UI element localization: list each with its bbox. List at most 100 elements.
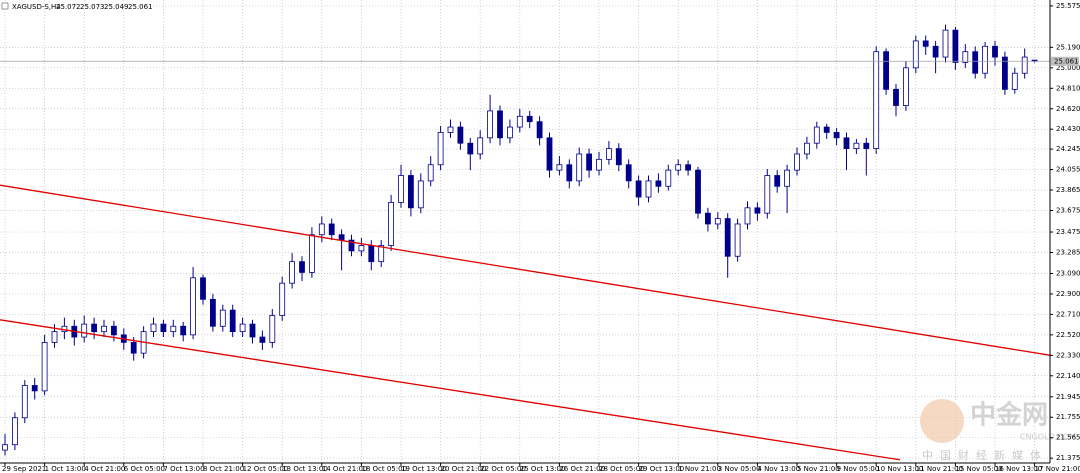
x-tick-label: 7 Oct 13:00: [163, 465, 204, 473]
candle-body: [893, 88, 899, 106]
candle-body: [447, 126, 454, 133]
candle-body: [190, 277, 197, 336]
x-tick-label: 11 Nov 21:00: [916, 465, 963, 473]
candle-body: [784, 169, 790, 187]
candle-body: [566, 164, 573, 182]
candle-body: [853, 142, 860, 149]
x-tick-label: 14 Oct 21:00: [322, 465, 368, 473]
candle-body: [101, 325, 107, 333]
candle-body: [209, 298, 216, 327]
header-low: 25.049: [104, 3, 129, 11]
y-tick-label: 22.900: [1056, 290, 1080, 298]
y-tick-label: 25.575: [1056, 2, 1080, 10]
candle-body: [180, 325, 187, 336]
candle-body: [714, 218, 721, 225]
candle-body: [794, 153, 800, 171]
candle-body: [526, 115, 533, 123]
candle-body: [308, 234, 315, 273]
candle-body: [982, 45, 988, 74]
x-tick-label: 15 Nov 05:00: [955, 465, 1002, 473]
candle-body: [388, 202, 395, 246]
x-tick-label: 26 Oct 21:00: [559, 465, 605, 473]
candle-body: [219, 309, 226, 327]
candle-body: [1002, 56, 1008, 90]
y-tick-label: 24.055: [1056, 166, 1080, 174]
x-tick-label: 22 Oct 05:00: [480, 465, 526, 473]
candle-body: [200, 277, 206, 300]
x-tick-label: 12 Oct 05:00: [243, 465, 289, 473]
candle-body: [170, 325, 177, 333]
candle-body: [130, 342, 137, 354]
y-tick-label: 24.245: [1056, 145, 1080, 153]
candle-body: [497, 110, 503, 139]
candle-body: [51, 331, 58, 343]
candle-body: [942, 29, 949, 58]
header-high: 25.073: [80, 3, 105, 11]
y-tick-label: 24.810: [1056, 84, 1080, 92]
candle-body: [318, 223, 325, 236]
candle-body: [823, 126, 830, 133]
x-tick-label: 17 Nov 21:00: [1035, 465, 1080, 473]
candle-body: [675, 164, 682, 171]
x-tick-label: 10 Nov 13:00: [876, 465, 923, 473]
y-tick-label: 23.475: [1056, 228, 1080, 236]
candle-body: [437, 132, 444, 166]
candle-body: [606, 148, 612, 160]
candle-body: [655, 180, 662, 187]
x-tick-label: 18 Oct 05:00: [361, 465, 407, 473]
candle-body: [903, 67, 909, 106]
candle-body: [645, 180, 652, 198]
candle-body: [754, 207, 761, 214]
last-price-label: 25.061: [1054, 57, 1079, 65]
candle-body: [477, 137, 484, 155]
candle-body: [417, 180, 424, 209]
x-tick-label: 1 Oct 13:00: [45, 465, 86, 473]
candle-body: [81, 323, 88, 338]
candle-body: [804, 142, 810, 155]
candle-body: [992, 45, 998, 58]
candle-body: [932, 45, 939, 58]
candle-body: [556, 164, 563, 171]
x-tick-label: 29 Oct 13:00: [639, 465, 685, 473]
candle-body: [635, 180, 642, 198]
candle-body: [407, 175, 414, 209]
candle-body: [150, 323, 157, 333]
watermark-domain: CNGOLD.COM: [1020, 433, 1076, 442]
y-tick-label: 21.945: [1056, 393, 1080, 401]
candle-body: [348, 239, 355, 252]
y-tick-label: 23.865: [1056, 186, 1080, 194]
x-tick-label: 1 Nov 21:00: [678, 465, 721, 473]
candle-body: [269, 315, 276, 343]
y-tick-label: 21.375: [1056, 454, 1080, 462]
candle-body: [160, 323, 167, 333]
candle-body: [952, 29, 959, 63]
candle-body: [239, 323, 246, 333]
candle-body: [833, 132, 840, 139]
candle-body: [41, 342, 48, 392]
candle-body: [328, 223, 335, 236]
candle-body: [506, 126, 513, 139]
candle-body: [299, 261, 305, 273]
candle-body: [467, 142, 474, 155]
candle-body: [289, 261, 296, 284]
y-tick-label: 23.675: [1056, 207, 1080, 215]
candle-body: [734, 223, 741, 257]
y-tick-label: 21.565: [1056, 434, 1080, 442]
y-tick-label: 22.140: [1056, 372, 1080, 380]
candle-body: [744, 207, 751, 225]
y-tick-label: 23.090: [1056, 269, 1080, 277]
y-tick-label: 24.620: [1056, 105, 1080, 113]
candle-body: [229, 309, 236, 333]
x-tick-label: 8 Oct 21:00: [203, 465, 244, 473]
y-tick-label: 23.285: [1056, 248, 1080, 256]
candle-body: [546, 137, 553, 171]
y-tick-label: 25.000: [1056, 64, 1080, 72]
candle-body: [398, 175, 404, 203]
candle-body: [972, 51, 979, 74]
header-close: 25.061: [128, 3, 153, 11]
x-tick-label: 4 Oct 21:00: [84, 465, 125, 473]
candle-body: [279, 282, 286, 316]
candle-body: [358, 245, 365, 252]
y-tick-label: 25.190: [1056, 43, 1080, 51]
